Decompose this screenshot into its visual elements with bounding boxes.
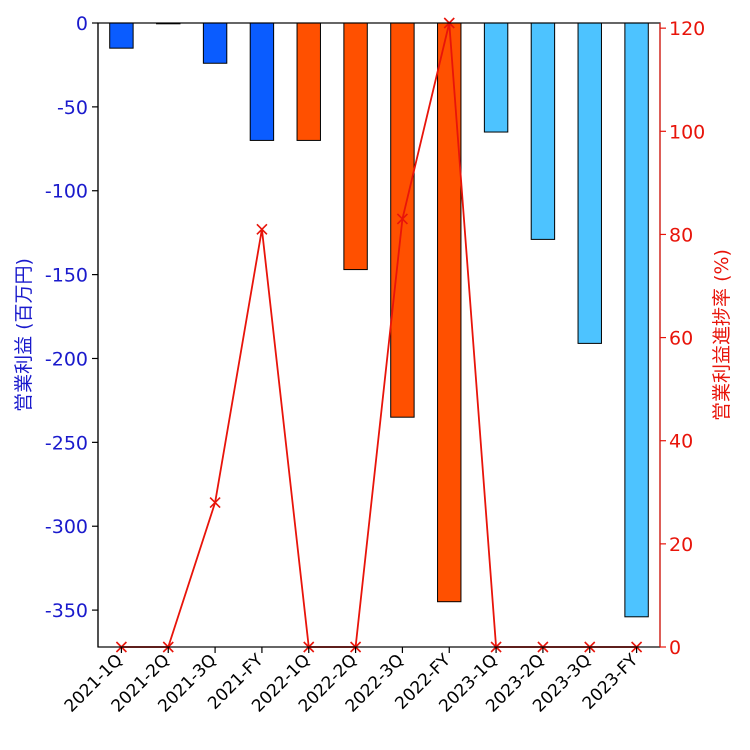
left-tick-label: -200 xyxy=(45,348,88,370)
progress-point-2021-3Q xyxy=(209,497,221,509)
left-tick-label: -100 xyxy=(45,181,88,203)
bar-2023-1Q xyxy=(483,22,509,133)
right-y-axis: 0 20 40 60 80 100 120 xyxy=(659,18,705,659)
right-tick-label: 100 xyxy=(669,121,705,143)
left-tick-label: -250 xyxy=(45,432,88,454)
left-tick-label: -150 xyxy=(45,265,88,287)
right-axis-label: 営業利益進捗率 (%) xyxy=(711,249,733,421)
right-tick-label: 40 xyxy=(669,431,693,453)
x-axis: 2021-1Q2021-2Q2021-3Q2021-FY2022-1Q2022-… xyxy=(61,647,643,717)
bar-series xyxy=(109,22,649,618)
left-tick-label: 0 xyxy=(76,13,88,35)
right-tick-label: 60 xyxy=(669,328,693,350)
left-tick-label: -350 xyxy=(45,600,88,622)
left-y-axis: 0 -50 -100 -150 -200 -250 -300 -350 xyxy=(45,13,99,647)
left-tick-label: -50 xyxy=(57,97,88,119)
bar-2021-1Q xyxy=(109,22,134,49)
progress-point-2021-FY xyxy=(256,223,268,235)
progress-line-series xyxy=(115,17,643,653)
progress-line xyxy=(121,22,637,648)
bar-2023-2Q xyxy=(530,22,556,240)
bar-2022-2Q xyxy=(343,22,368,271)
right-tick-label: 0 xyxy=(669,637,681,659)
right-tick-label: 120 xyxy=(669,18,705,40)
left-axis-label: 営業利益 (百万円) xyxy=(13,258,35,412)
bar-2021-3Q xyxy=(202,22,228,64)
bar-2021-FY xyxy=(249,22,275,141)
bar-2023-3Q xyxy=(577,22,602,344)
right-tick-label: 80 xyxy=(669,224,693,246)
bar-2022-1Q xyxy=(296,22,321,141)
left-tick-label: -300 xyxy=(45,516,88,538)
progress-point-2022-3Q xyxy=(396,213,408,225)
plot-frame xyxy=(97,22,661,648)
right-tick-label: 20 xyxy=(669,534,693,556)
bar-2023-FY xyxy=(624,22,649,618)
bar-2022-FY xyxy=(437,22,462,603)
